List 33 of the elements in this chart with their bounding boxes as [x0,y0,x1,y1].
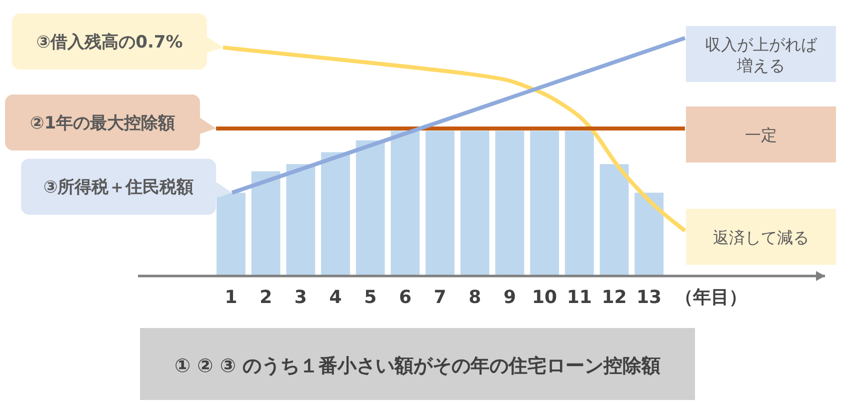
x-tick-label: 2 [260,287,272,308]
bar [426,130,454,276]
bar [564,130,594,276]
annotation: 一定 [686,106,836,162]
bar [495,130,524,276]
x-tick-label: 8 [468,287,482,308]
bar [530,130,560,276]
annotation: 一定 [744,125,777,144]
annotation: ① ② ③ のうち１番小さい額がその年の住宅ローン控除額 [140,328,695,400]
bar [321,152,350,276]
bar [286,164,316,276]
annotation: 収入が上がれば増える [704,35,818,75]
x-tick-label: 9 [503,287,516,308]
x-tick-label: 3 [294,287,307,308]
x-tick-label: 12 [602,287,627,308]
x-tick-label: 7 [434,287,446,308]
bar [600,164,629,276]
x-tick-label: 5 [364,287,377,308]
x-tick-label: 4 [329,287,342,308]
x-tick-label: 6 [398,287,412,308]
x-tick-label: 11 [566,287,592,308]
bar [634,192,664,276]
annotation: 収入が上がれば増える [686,26,836,82]
bar [390,130,420,276]
x-tick-label: 1 [224,287,238,308]
bar [460,130,490,276]
x-axis-title: （年目） [675,287,748,308]
bar [356,140,385,276]
annotation: 返済して減る [712,228,809,247]
annotation: 返済して減る [686,208,836,265]
bar [251,171,280,276]
x-tick-label: 10 [532,287,558,308]
x-tick-label: 13 [636,287,662,308]
